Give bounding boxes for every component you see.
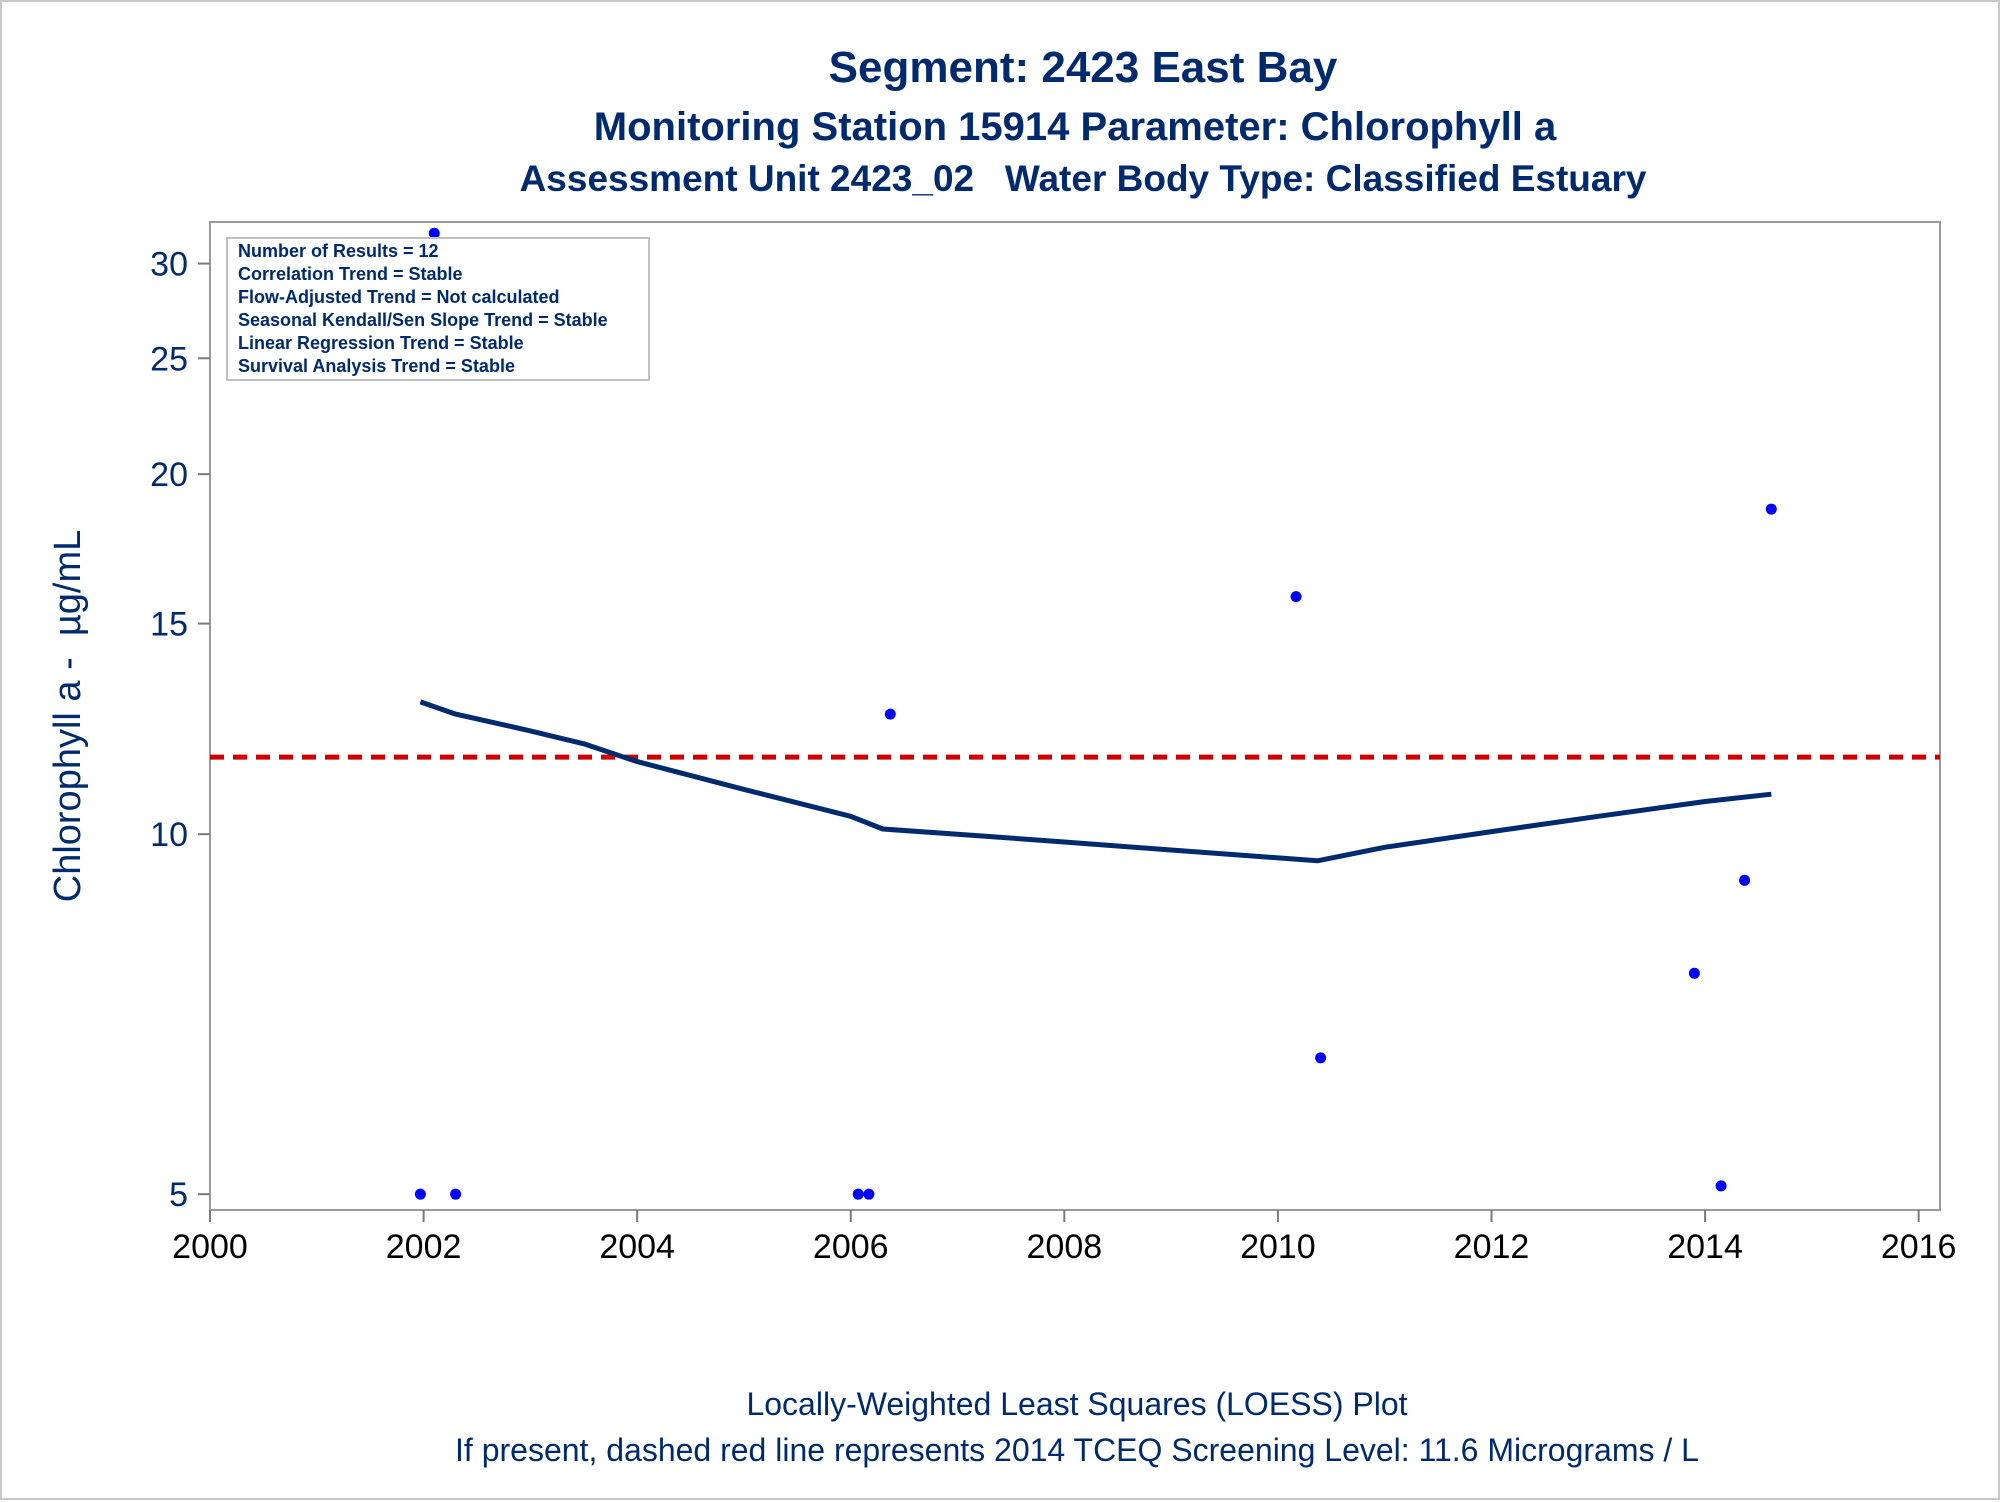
stats-box-line: Seasonal Kendall/Sen Slope Trend = Stabl… [238, 310, 608, 330]
y-tick-label: 5 [169, 1176, 188, 1214]
plot-border [209, 221, 1941, 1211]
footnote-2: If present, dashed red line represents 2… [455, 1432, 1699, 1468]
y-axis-label: Chlorophyll a - µg/mL [47, 530, 89, 903]
data-point [1315, 1052, 1327, 1064]
x-tick-label: 2002 [386, 1228, 462, 1266]
chart-subtitle: Monitoring Station 15914 Parameter: Chlo… [594, 105, 1557, 149]
data-point [428, 227, 440, 239]
data-point [1715, 1180, 1727, 1192]
data-point [1290, 591, 1302, 603]
data-point [1688, 967, 1700, 979]
y-tick-label: 10 [150, 816, 188, 854]
chart-subtitle-2: Assessment Unit 2423_02 Water Body Type:… [520, 158, 1647, 199]
x-tick-label: 2012 [1454, 1228, 1530, 1266]
x-tick-label: 2008 [1027, 1228, 1103, 1266]
stats-box-line: Linear Regression Trend = Stable [238, 333, 524, 353]
stats-box [226, 237, 650, 381]
data-point [863, 1188, 875, 1200]
plot-area: 2000 2002 2004 2006 2008 2010 2012 2014 2016 5 10 1… [150, 221, 1957, 1266]
y-tick-label: 15 [150, 606, 188, 644]
stats-box-line: Survival Analysis Trend = Stable [238, 356, 515, 376]
data-point [414, 1188, 426, 1200]
chart-title: Segment: 2423 East Bay [829, 43, 1338, 92]
y-tick-label: 25 [150, 340, 188, 378]
stats-box-line: Flow-Adjusted Trend = Not calculated [238, 287, 560, 307]
stats-box-line: Correlation Trend = Stable [238, 264, 463, 284]
data-point [1739, 874, 1751, 886]
x-tick-label: 2010 [1240, 1228, 1316, 1266]
data-point [450, 1188, 462, 1200]
y-tick-label: 20 [150, 456, 188, 494]
x-tick-label: 2014 [1667, 1228, 1743, 1266]
x-tick-label: 2000 [172, 1228, 248, 1266]
data-point [1765, 503, 1777, 515]
data-point [884, 708, 896, 720]
x-tick-label: 2006 [813, 1228, 889, 1266]
footnote-1: Locally-Weighted Least Squares (LOESS) P… [746, 1386, 1407, 1422]
y-tick-label: 30 [150, 246, 188, 284]
x-tick-label: 2004 [599, 1228, 675, 1266]
data-point [852, 1188, 864, 1200]
loess-line [419, 699, 1772, 864]
x-tick-label: 2016 [1881, 1228, 1957, 1266]
stats-box-line: Number of Results = 12 [238, 241, 439, 261]
